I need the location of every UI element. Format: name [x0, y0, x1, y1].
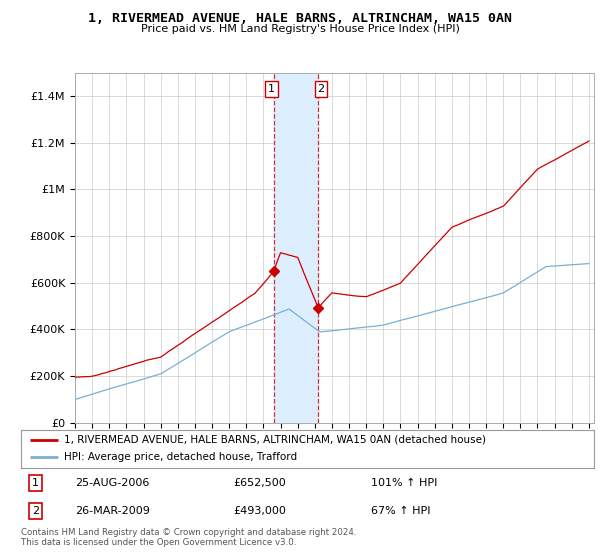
Text: 1, RIVERMEAD AVENUE, HALE BARNS, ALTRINCHAM, WA15 0AN: 1, RIVERMEAD AVENUE, HALE BARNS, ALTRINC… — [88, 12, 512, 25]
Text: HPI: Average price, detached house, Trafford: HPI: Average price, detached house, Traf… — [64, 452, 297, 463]
Text: Contains HM Land Registry data © Crown copyright and database right 2024.
This d: Contains HM Land Registry data © Crown c… — [21, 528, 356, 547]
Text: 2: 2 — [317, 84, 325, 94]
Text: 1: 1 — [268, 84, 275, 94]
Text: 25-AUG-2006: 25-AUG-2006 — [76, 478, 150, 488]
Text: 101% ↑ HPI: 101% ↑ HPI — [371, 478, 437, 488]
Text: £652,500: £652,500 — [233, 478, 286, 488]
Text: 2: 2 — [32, 506, 39, 516]
Text: 26-MAR-2009: 26-MAR-2009 — [76, 506, 151, 516]
Bar — [274, 73, 319, 423]
Text: £493,000: £493,000 — [233, 506, 286, 516]
Text: Price paid vs. HM Land Registry's House Price Index (HPI): Price paid vs. HM Land Registry's House … — [140, 24, 460, 34]
Text: 1, RIVERMEAD AVENUE, HALE BARNS, ALTRINCHAM, WA15 0AN (detached house): 1, RIVERMEAD AVENUE, HALE BARNS, ALTRINC… — [64, 435, 486, 445]
Text: 1: 1 — [32, 478, 39, 488]
Text: 67% ↑ HPI: 67% ↑ HPI — [371, 506, 430, 516]
